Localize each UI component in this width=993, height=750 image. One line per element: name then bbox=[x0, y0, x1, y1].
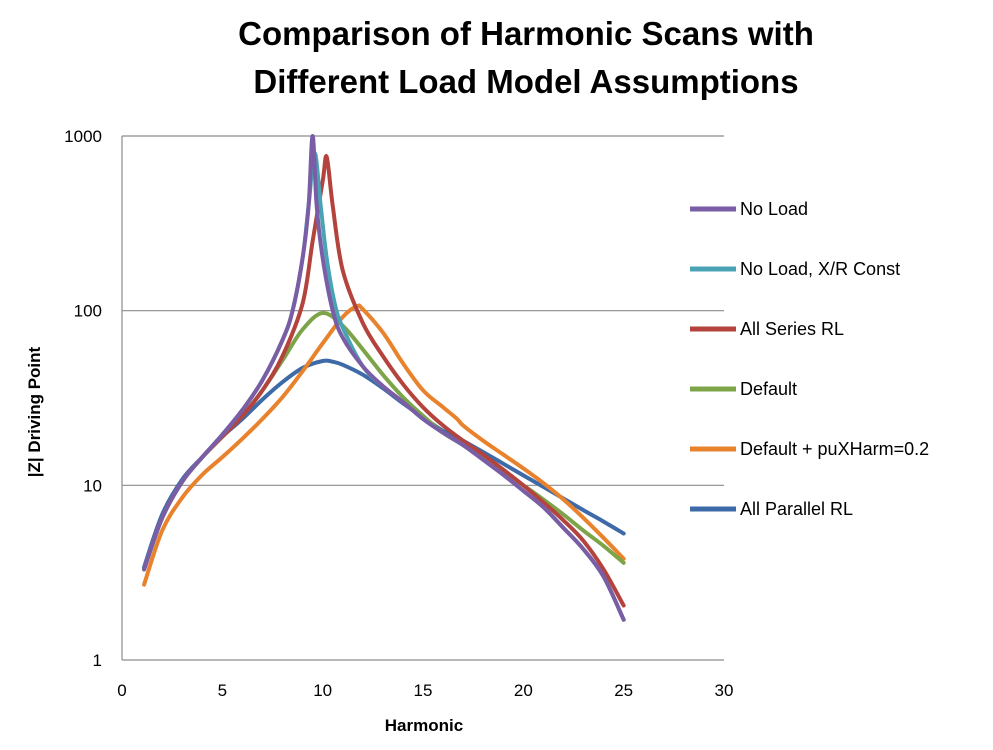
x-tick-label: 10 bbox=[313, 681, 332, 700]
series-line-1 bbox=[142, 134, 626, 622]
x-tick-label: 25 bbox=[614, 681, 633, 700]
x-tick-label: 5 bbox=[218, 681, 227, 700]
legend-label: No Load bbox=[740, 199, 808, 219]
legend-label: All Parallel RL bbox=[740, 499, 853, 519]
x-tick-label: 0 bbox=[117, 681, 126, 700]
x-tick-label: 20 bbox=[514, 681, 533, 700]
axes bbox=[121, 136, 724, 661]
chart-title-line-2: Different Load Model Assumptions bbox=[253, 63, 798, 100]
legend-label: No Load, X/R Const bbox=[740, 259, 900, 279]
legend-label: All Series RL bbox=[740, 319, 844, 339]
y-axis-title: |Z| Driving Point bbox=[25, 346, 44, 477]
series-line-5 bbox=[142, 303, 626, 587]
y-tick-label: 1000 bbox=[64, 127, 102, 146]
legend-label: Default + puXHarm=0.2 bbox=[740, 439, 929, 459]
x-axis-title: Harmonic bbox=[385, 716, 463, 735]
y-tick-label: 10 bbox=[83, 476, 102, 495]
tick-labels: 1 10 100 1000 0 5 10 15 20 25 30 bbox=[64, 127, 733, 700]
y-tick-label: 1 bbox=[93, 651, 102, 670]
series-lines bbox=[142, 134, 626, 622]
y-tick-label: 100 bbox=[74, 302, 102, 321]
x-tick-label: 15 bbox=[414, 681, 433, 700]
chart-title-line-1: Comparison of Harmonic Scans with bbox=[238, 15, 814, 52]
legend: No Load No Load, X/R Const All Series RL De… bbox=[690, 199, 929, 519]
series-line-3 bbox=[142, 154, 626, 608]
legend-label: Default bbox=[740, 379, 797, 399]
grid-lines bbox=[122, 135, 724, 486]
x-tick-label: 30 bbox=[715, 681, 734, 700]
